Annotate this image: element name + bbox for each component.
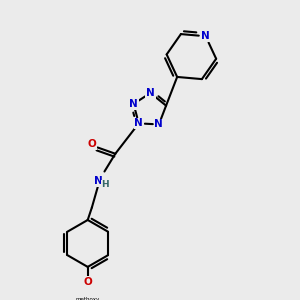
Text: O: O	[83, 277, 92, 287]
Text: methoxy: methoxy	[76, 297, 100, 300]
Text: O: O	[88, 139, 96, 149]
Text: N: N	[134, 118, 143, 128]
Text: N: N	[201, 31, 210, 41]
Text: H: H	[101, 180, 109, 189]
Text: N: N	[129, 99, 138, 109]
Text: N: N	[94, 176, 103, 186]
Text: N: N	[154, 119, 163, 129]
Text: N: N	[146, 88, 155, 98]
